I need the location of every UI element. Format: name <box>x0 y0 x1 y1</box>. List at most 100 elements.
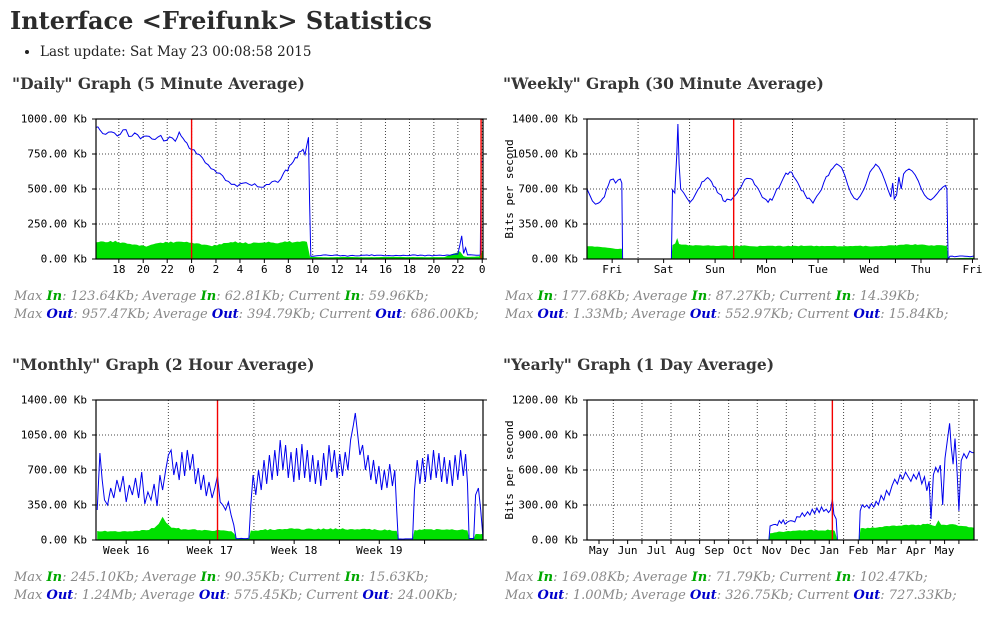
x-tick-label: Sat <box>654 263 674 276</box>
y-tick-label: 1050.00 Kb <box>21 429 87 442</box>
x-tick-label: May <box>589 544 609 557</box>
axis-labels: 1400.00 Kb 1050.00 Kb 700.00 Kb 350.00 Kb 0.… <box>21 394 403 558</box>
y-axis-title: Bits per second <box>503 139 516 238</box>
x-tick-label: Week 18 <box>271 544 317 557</box>
x-tick-label: 16 <box>379 263 392 276</box>
out-direction-label: Out <box>853 306 881 322</box>
in-direction-label: In <box>200 570 217 586</box>
daily-stats-out-line: Max Out: 957.47Kb; Average Out: 394.79Kb… <box>14 306 479 322</box>
weekly-stats-out-line: Max Out: 1.33Mb; Average Out: 552.97Kb; … <box>505 306 949 322</box>
axis-ticks <box>583 118 978 263</box>
weekly-graph-heading: "Weekly" Graph (30 Minute Average) <box>503 74 824 93</box>
y-tick-label: 300.00 Kb <box>518 499 578 512</box>
x-tick-label: Mon <box>757 263 777 276</box>
yearly-stats: Max In: 169.08Kb; Average In: 71.79Kb; C… <box>505 569 986 604</box>
y-tick-label: 1400.00 Kb <box>512 113 578 126</box>
series-out-line <box>768 423 975 541</box>
yearly-graph-section: "Yearly" Graph (1 Day Average) 1200.00 K… <box>501 355 986 604</box>
in-direction-label: In <box>691 289 708 304</box>
axis-labels: 1400.00 Kb 1050.00 Kb 700.00 Kb 350.00 Kb 0.… <box>503 113 982 277</box>
x-tick-label: Sun <box>705 263 725 276</box>
yearly-stats-out-line: Max Out: 1.00Mb; Average Out: 326.75Kb; … <box>505 587 957 603</box>
x-tick-label: Week 17 <box>187 544 233 557</box>
y-tick-label: 0.00 Kb <box>532 253 578 266</box>
x-tick-label: 4 <box>237 263 244 276</box>
x-tick-label: Sep <box>704 544 724 557</box>
x-tick-label: Feb <box>848 544 868 557</box>
x-tick-label: 22 <box>451 263 464 276</box>
x-tick-label: Fri <box>602 263 622 276</box>
in-direction-label: In <box>537 289 554 304</box>
daily-stats: Max In: 123.64Kb; Average In: 62.81Kb; C… <box>14 288 495 323</box>
axis-ticks <box>92 399 487 545</box>
out-direction-label: Out <box>537 306 565 322</box>
y-tick-label: 1200.00 Kb <box>512 394 578 407</box>
plot-frame <box>95 118 484 260</box>
x-tick-label: 0 <box>479 263 486 276</box>
axis-labels: 1200.00 Kb 900.00 Kb 600.00 Kb 300.00 Kb 0.0… <box>503 394 955 558</box>
series-out-line <box>586 123 975 261</box>
axis-labels: 1000.00 Kb 750.00 Kb 500.00 Kb 250.00 Kb 0.0… <box>21 113 486 277</box>
weekly-stats-in-line: Max In: 177.68Kb; Average In: 87.27Kb; C… <box>505 289 920 304</box>
out-direction-label: Out <box>46 306 74 322</box>
x-tick-label: 6 <box>261 263 268 276</box>
out-direction-label: Out <box>689 306 717 322</box>
y-axis-title: Bits per second <box>503 420 516 519</box>
x-tick-label: Tue <box>808 263 828 276</box>
monthly-stats-out-line: Max Out: 1.24Mb; Average Out: 575.45Kb; … <box>14 587 458 603</box>
monthly-stats: Max In: 245.10Kb; Average In: 90.35Kb; C… <box>14 569 495 604</box>
in-direction-label: In <box>835 570 852 586</box>
in-direction-label: In <box>46 289 63 304</box>
daily-stats-in-line: Max In: 123.64Kb; Average In: 62.81Kb; C… <box>14 289 429 304</box>
weekly-graph-section: "Weekly" Graph (30 Minute Average) 1400.… <box>501 74 986 323</box>
monthly-graph: 1400.00 Kb 1050.00 Kb 700.00 Kb 350.00 Kb 0.… <box>21 394 487 558</box>
series-in-area <box>96 240 483 259</box>
daily-graph-section: "Daily" Graph (5 Minute Average) 1000.00… <box>10 74 495 323</box>
axis-ticks <box>92 118 487 263</box>
in-direction-label: In <box>835 289 852 304</box>
x-tick-label: 2 <box>213 263 220 276</box>
y-tick-label: 250.00 Kb <box>27 218 87 231</box>
series-in-area <box>587 238 974 259</box>
yearly-graph-heading: "Yearly" Graph (1 Day Average) <box>503 355 775 375</box>
monthly-stats-in-line: Max In: 245.10Kb; Average In: 90.35Kb; C… <box>14 570 429 586</box>
y-tick-label: 350.00 Kb <box>27 499 87 512</box>
out-direction-label: Out <box>375 306 403 322</box>
y-tick-label: 1400.00 Kb <box>21 394 87 407</box>
weekly-stats: Max In: 177.68Kb; Average In: 87.27Kb; C… <box>505 288 986 323</box>
out-direction-label: Out <box>211 306 239 322</box>
graphs-grid: "Daily" Graph (5 Minute Average) 1000.00… <box>10 74 982 604</box>
in-direction-label: In <box>46 570 63 586</box>
y-tick-label: 0.00 Kb <box>41 253 87 266</box>
axis-ticks <box>583 399 978 545</box>
grid-lines <box>587 119 974 259</box>
monthly-graph-section: "Monthly" Graph (2 Hour Average) 1400.00… <box>10 355 495 604</box>
out-direction-label: Out <box>853 587 881 603</box>
out-direction-label: Out <box>537 587 565 603</box>
y-tick-label: 750.00 Kb <box>27 148 87 161</box>
x-tick-label: 18 <box>403 263 416 276</box>
y-tick-label: 1050.00 Kb <box>512 148 578 161</box>
weekly-graph: 1400.00 Kb 1050.00 Kb 700.00 Kb 350.00 Kb 0.… <box>503 113 982 277</box>
series-out-line <box>95 126 483 257</box>
plot-frame <box>586 399 975 541</box>
grid-lines <box>96 119 483 259</box>
daily-graph-heading: "Daily" Graph (5 Minute Average) <box>12 74 305 93</box>
y-tick-label: 500.00 Kb <box>27 183 87 196</box>
monthly-graph-heading: "Monthly" Graph (2 Hour Average) <box>12 355 315 375</box>
x-tick-label: Fri <box>963 263 983 276</box>
y-tick-label: 700.00 Kb <box>27 464 87 477</box>
x-tick-label: 10 <box>306 263 319 276</box>
last-update-text: Last update: Sat May 23 00:08:58 2015 <box>40 44 976 60</box>
x-tick-label: 8 <box>285 263 292 276</box>
out-direction-label: Out <box>362 587 390 603</box>
series-out-line <box>96 413 484 540</box>
y-tick-label: 1000.00 Kb <box>21 113 87 126</box>
x-tick-label: Jul <box>647 544 667 557</box>
x-tick-label: Nov <box>762 544 782 557</box>
yearly-stats-in-line: Max In: 169.08Kb; Average In: 71.79Kb; C… <box>505 570 928 586</box>
x-tick-label: 14 <box>354 263 368 276</box>
x-tick-label: Jun <box>618 544 638 557</box>
x-tick-label: Wed <box>860 263 880 276</box>
x-tick-label: 20 <box>137 263 150 276</box>
